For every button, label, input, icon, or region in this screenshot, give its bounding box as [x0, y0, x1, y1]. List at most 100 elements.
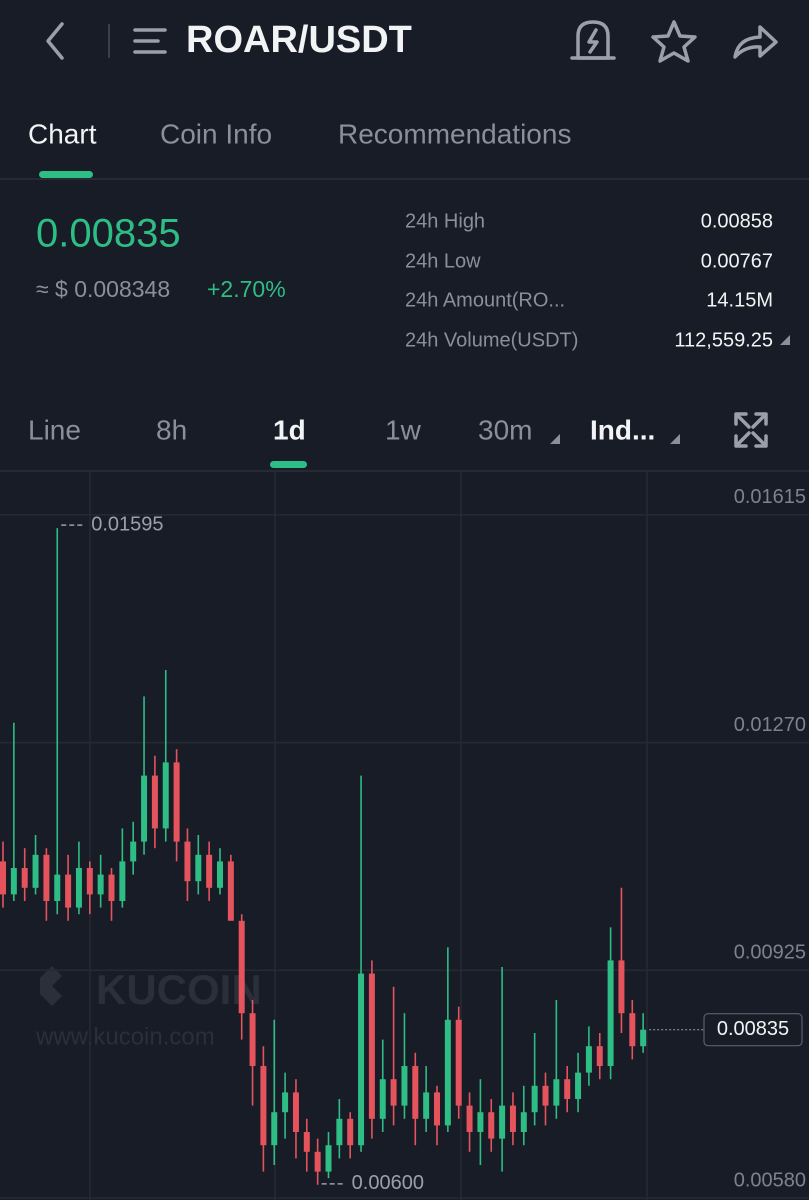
- candle-body: [206, 854, 213, 888]
- candle-body: [97, 874, 104, 895]
- fullscreen-button[interactable]: [734, 412, 768, 448]
- candle-body: [466, 1105, 473, 1133]
- y-tick-label: 0.00580: [734, 1169, 806, 1191]
- candle-body: [336, 1118, 343, 1146]
- stat-value: 0.00767: [701, 250, 773, 272]
- candle-body: [542, 1085, 549, 1106]
- favorite-button[interactable]: [651, 20, 697, 63]
- candle-body: [564, 1079, 571, 1100]
- candle-body: [54, 874, 61, 902]
- candle-body: [596, 1046, 603, 1067]
- candle-body: [379, 1079, 386, 1119]
- candle-body: [390, 1079, 397, 1106]
- indicators[interactable]: Ind...: [590, 414, 655, 445]
- candle-body: [292, 1092, 299, 1133]
- dropdown-arrow: [780, 335, 790, 345]
- candle-body: [260, 1066, 267, 1146]
- stat-label: 24h Volume(USDT): [405, 329, 578, 351]
- stat-value: 0.00858: [701, 210, 773, 232]
- candle-body: [130, 841, 137, 862]
- candle-body: [368, 973, 375, 1119]
- candle-body: [423, 1092, 430, 1119]
- candle-body: [0, 861, 6, 895]
- timeframe[interactable]: 8h: [156, 414, 187, 445]
- change-percent: +2.70%: [207, 276, 286, 302]
- alert-button[interactable]: [570, 20, 616, 60]
- tab[interactable]: Recommendations: [338, 118, 571, 149]
- candle-body: [618, 960, 625, 1014]
- candle-body: [227, 861, 234, 921]
- candle-body: [238, 920, 245, 1014]
- fiat-price: ≈ $ 0.008348: [36, 276, 170, 302]
- candle-body: [607, 960, 614, 1067]
- y-tick-label: 0.01615: [734, 486, 806, 508]
- max-marker-label: 0.01595: [91, 513, 163, 535]
- tab[interactable]: Coin Info: [160, 118, 272, 149]
- candle-body: [184, 841, 191, 882]
- candle-body: [303, 1132, 310, 1152]
- candle-body: [119, 861, 126, 902]
- candle-body: [455, 1019, 462, 1106]
- candle-body: [75, 868, 82, 908]
- stat-label: 24h Low: [405, 250, 481, 272]
- stat-label: 24h Amount(RO...: [405, 289, 565, 311]
- candle-body: [282, 1092, 289, 1113]
- watermark-logo: [40, 966, 62, 1006]
- y-tick-label: 0.01270: [734, 714, 806, 736]
- timeframe[interactable]: 1w: [385, 414, 422, 445]
- candle-body: [314, 1151, 321, 1172]
- candle-body: [249, 1013, 256, 1067]
- candle-body: [141, 775, 148, 842]
- candle-body: [271, 1112, 278, 1146]
- candle-body: [358, 973, 365, 1146]
- timeframe-indicator: [270, 461, 307, 468]
- candle-body: [10, 868, 17, 895]
- candle-body: [347, 1118, 354, 1146]
- timeframe[interactable]: 1d: [273, 414, 306, 445]
- timeframe[interactable]: 30m: [478, 414, 532, 445]
- min-marker-label: 0.00600: [352, 1172, 424, 1194]
- candle-body: [162, 762, 169, 829]
- candle-body: [108, 874, 115, 902]
- candle-body: [195, 854, 202, 882]
- candle-body: [531, 1085, 538, 1113]
- candle-body: [434, 1092, 440, 1126]
- dropdown-arrow: [670, 434, 680, 444]
- candle-body: [43, 854, 50, 902]
- back-button[interactable]: [46, 22, 64, 60]
- share-button[interactable]: [733, 25, 778, 59]
- candle-body: [629, 1013, 636, 1047]
- candle-body: [21, 868, 28, 888]
- candle-body: [575, 1072, 582, 1100]
- candle-body: [217, 861, 223, 888]
- candle-body: [86, 868, 93, 895]
- candle-body: [32, 854, 39, 888]
- pair-title: ROAR/USDT: [186, 19, 412, 61]
- candle-body: [488, 1112, 495, 1139]
- tab-indicator: [39, 171, 93, 178]
- candle-body: [553, 1079, 560, 1106]
- candle-body: [477, 1112, 484, 1133]
- candle-body: [151, 775, 158, 829]
- stat-value: 14.15M: [706, 289, 773, 311]
- last-price-tag: [703, 1013, 803, 1047]
- candle-body: [412, 1066, 419, 1119]
- candle-body: [444, 1019, 451, 1126]
- tab[interactable]: Chart: [28, 118, 97, 149]
- stat-value[interactable]: 112,559.25: [674, 329, 773, 351]
- timeframe[interactable]: Line: [28, 414, 81, 445]
- watermark-brand: KUCOIN: [96, 966, 262, 1013]
- candle-body: [640, 1029, 647, 1047]
- menu-button[interactable]: [133, 28, 167, 54]
- candle-body: [401, 1066, 408, 1106]
- candle-body: [585, 1046, 592, 1073]
- candle-body: [65, 874, 72, 908]
- candle-body: [520, 1112, 527, 1133]
- last-price: 0.00835: [36, 212, 181, 256]
- y-tick-label: 0.00925: [734, 942, 806, 964]
- last-price-label: 0.00835: [717, 1018, 789, 1040]
- dropdown-arrow: [550, 434, 560, 444]
